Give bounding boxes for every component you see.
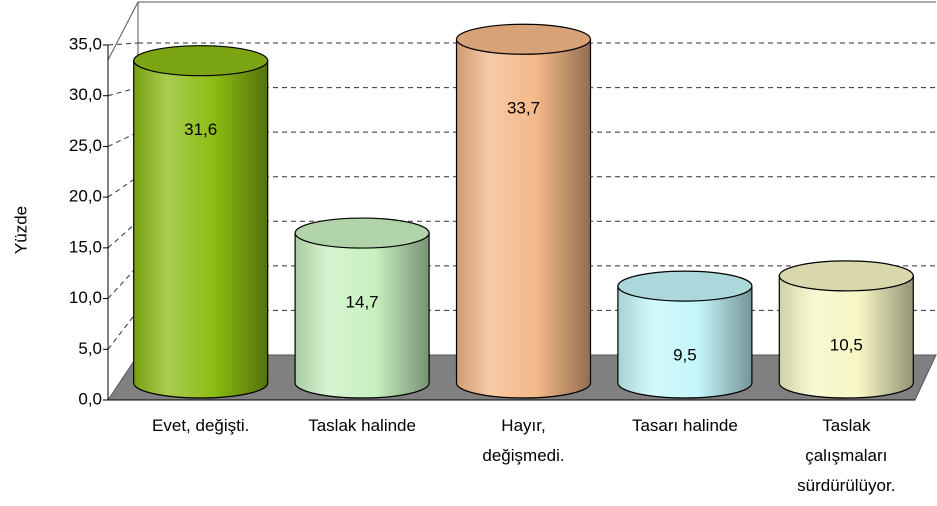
bar-top <box>617 270 753 302</box>
bar-top <box>778 260 914 292</box>
grid-line-side <box>107 42 139 46</box>
y-tick-label: 25,0 <box>69 136 102 155</box>
bar <box>294 232 430 399</box>
grid-line-side <box>107 131 139 147</box>
cylinder <box>133 45 269 399</box>
y-axis-label: Yüzde <box>11 206 30 254</box>
y-tick-label: 35,0 <box>69 34 102 53</box>
value-label: 33,7 <box>507 99 540 118</box>
cylinder <box>617 270 753 399</box>
y-tick-label: 0,0 <box>78 389 102 408</box>
grid-line-side <box>107 220 139 249</box>
x-tick-label: Taslak halinde <box>308 416 416 435</box>
bar <box>617 285 753 399</box>
bar-top <box>133 45 269 77</box>
bar-top <box>294 217 430 249</box>
grid-line-side <box>107 310 139 350</box>
x-tick-label: Tasarı halinde <box>632 416 738 435</box>
y-tick-label: 30,0 <box>69 85 102 104</box>
bar <box>133 60 269 399</box>
bar-top <box>455 23 592 55</box>
cylinder <box>294 217 430 399</box>
y-tick-label: 15,0 <box>69 237 102 256</box>
grid-line-side <box>107 176 139 198</box>
y-tick-label: 5,0 <box>78 339 102 358</box>
cylinder <box>778 260 914 399</box>
cylinder <box>455 23 592 399</box>
value-label: 9,5 <box>673 346 697 365</box>
value-label: 10,5 <box>830 335 863 354</box>
y-tick-label: 10,0 <box>69 288 102 307</box>
value-label: 14,7 <box>346 293 379 312</box>
x-tick-label: Taslak çalışmaları sürdürülüyor. <box>797 416 895 495</box>
grid-line-side <box>107 265 139 299</box>
x-tick-label: Evet, değişti. <box>152 416 249 435</box>
bar <box>455 38 592 399</box>
y-tick-label: 20,0 <box>69 187 102 206</box>
x-tick-label: Hayır, değişmedi. <box>482 416 564 465</box>
value-label: 31,6 <box>184 120 217 139</box>
bar <box>778 275 914 399</box>
